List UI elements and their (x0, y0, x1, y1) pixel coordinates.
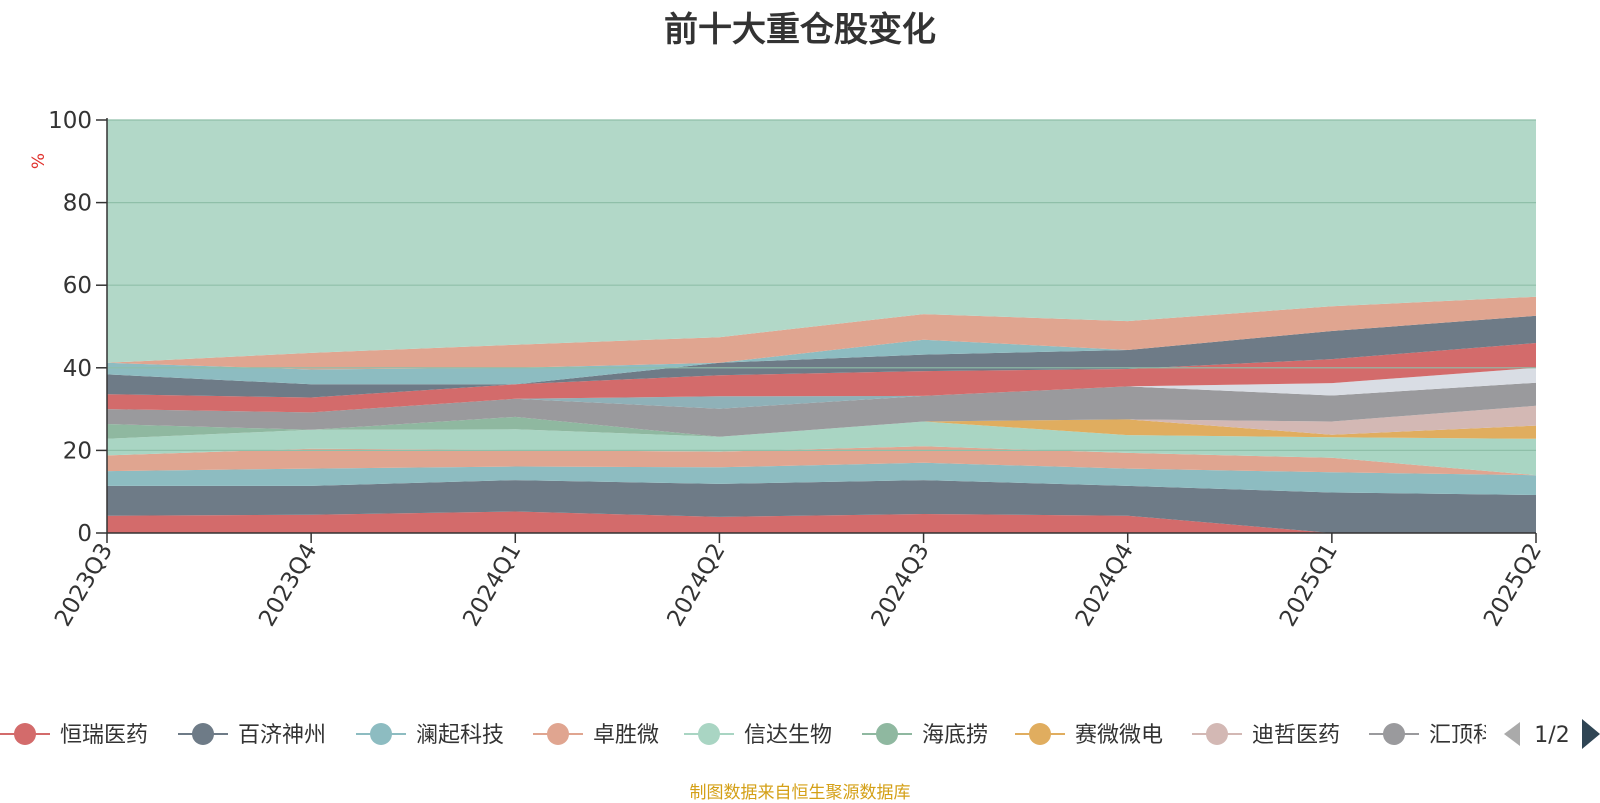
area-series-7 (107, 405, 1536, 437)
legend-circle-marker (1029, 723, 1051, 745)
area-series-14 (107, 296, 1536, 370)
legend-item[interactable]: 百济神州 (178, 723, 326, 748)
footer-note: 制图数据来自恒生聚源数据库 (689, 783, 911, 803)
x-tick-label: 2025Q1 (1275, 539, 1343, 631)
legend-label: 恒瑞医药 (60, 723, 148, 748)
legend: 恒瑞医药 百济神州 澜起科技 卓胜微 信达生物 海底捞 赛微微电 迪哲医药 汇顶科技 1/2 (0, 719, 1600, 749)
area-series-15 (107, 120, 1536, 363)
area-series-9 (107, 382, 1536, 413)
x-tick-label: 2025Q2 (1479, 539, 1547, 631)
legend-label: 赛微微电 (1075, 723, 1163, 748)
legend-circle-marker (1206, 723, 1228, 745)
x-tick-label: 2023Q4 (254, 539, 322, 631)
legend-label: 海底捞 (922, 723, 988, 748)
area-series-4 (107, 421, 1536, 476)
y-tick-label: 80 (63, 191, 92, 217)
grid-lines (107, 119, 1536, 451)
area-series-10 (107, 367, 1536, 413)
y-tick-label: 0 (77, 521, 92, 547)
legend-item[interactable]: 澜起科技 (356, 723, 504, 748)
legend-label: 百济神州 (238, 723, 326, 748)
y-tick-label: 60 (63, 273, 92, 299)
legend-circle-marker (370, 723, 392, 745)
triangle-right-icon[interactable] (1582, 719, 1600, 749)
area-series-8 (107, 382, 1536, 437)
legend-label: 澜起科技 (416, 723, 504, 748)
stacked-areas (107, 120, 1536, 533)
x-tick-label: 2024Q2 (662, 539, 730, 631)
y-tick-label: 40 (63, 356, 92, 382)
legend-item[interactable]: 赛微微电 (1015, 723, 1163, 748)
x-tick-label: 2024Q4 (1071, 539, 1139, 631)
y-tick-label: 20 (63, 438, 92, 464)
legend-circle-marker (1383, 723, 1405, 745)
chart-title: 前十大重仓股变化 (664, 10, 936, 50)
legend-item[interactable]: 卓胜微 (533, 723, 659, 748)
legend-item[interactable]: 恒瑞医药 (0, 723, 148, 748)
area-series-0 (107, 511, 1536, 533)
legend-circle-marker (192, 723, 214, 745)
area-series-6 (107, 416, 1536, 439)
area-series-12 (107, 315, 1536, 398)
legend-label: 汇顶科技 (1429, 723, 1517, 748)
legend-item[interactable]: 迪哲医药 (1192, 723, 1340, 748)
legend-label: 卓胜微 (593, 723, 659, 748)
area-series-1 (107, 480, 1536, 533)
x-tick-label: 2024Q1 (458, 539, 526, 631)
x-tick-label: 2023Q3 (50, 539, 118, 631)
legend-circle-marker (547, 723, 569, 745)
x-tick-label: 2024Q3 (867, 539, 935, 631)
area-series-5 (107, 416, 1536, 439)
legend-label: 信达生物 (744, 723, 832, 748)
area-series-13 (107, 315, 1536, 385)
legend-circle-marker (698, 723, 720, 745)
area-series-3 (107, 446, 1536, 476)
legend-circle-marker (876, 723, 898, 745)
legend-item[interactable]: 信达生物 (684, 723, 832, 748)
triangle-left-icon[interactable] (1504, 722, 1520, 746)
legend-circle-marker (14, 723, 36, 745)
legend-label: 迪哲医药 (1252, 723, 1340, 748)
area-series-11 (107, 343, 1536, 413)
y-tick-label: 100 (48, 108, 92, 134)
legend-page-indicator: 1/2 (1534, 723, 1569, 748)
y-axis-unit-label: % (29, 153, 49, 169)
legend-item[interactable]: 海底捞 (862, 723, 988, 748)
legend-items: 恒瑞医药 百济神州 澜起科技 卓胜微 信达生物 海底捞 赛微微电 迪哲医药 汇顶科技 (0, 723, 1517, 748)
legend-item[interactable]: 汇顶科技 (1369, 723, 1517, 748)
area-series-2 (107, 462, 1536, 495)
